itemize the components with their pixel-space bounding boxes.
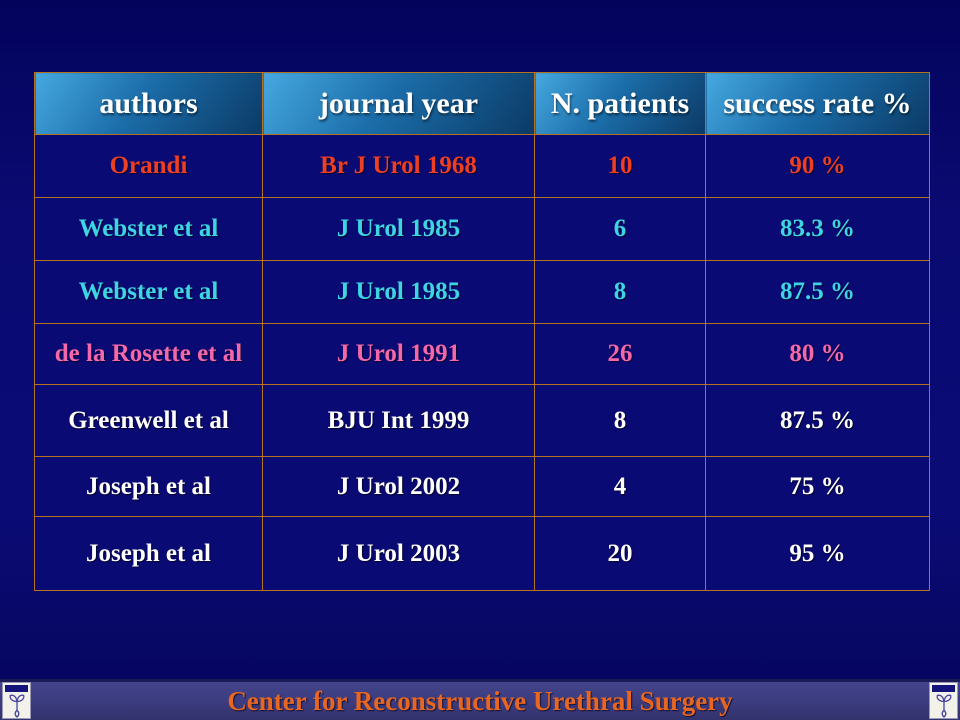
studies-table: authors journal year N. patients success… <box>34 72 930 591</box>
cell-success-rate: 83.3 % <box>705 197 930 261</box>
cell-success-rate: 80 % <box>705 323 930 385</box>
cell-author: Webster et al <box>34 260 263 324</box>
urology-emblem-icon <box>9 694 24 718</box>
table-row: Webster et al J Urol 1985 8 87.5 % <box>34 260 930 324</box>
cell-journal-year: Br J Urol 1968 <box>262 134 535 198</box>
cell-n-patients: 6 <box>534 197 706 261</box>
urology-emblem-icon <box>936 694 951 718</box>
logo-top-band <box>932 685 955 692</box>
column-header-success-rate: success rate % <box>705 72 930 135</box>
cell-success-rate: 87.5 % <box>705 260 930 324</box>
cell-journal-year: J Urol 2002 <box>262 456 535 517</box>
cell-n-patients: 10 <box>534 134 706 198</box>
cell-journal-year: J Urol 1985 <box>262 197 535 261</box>
cell-n-patients: 20 <box>534 516 706 591</box>
table-row: Webster et al J Urol 1985 6 83.3 % <box>34 197 930 261</box>
table-row: Orandi Br J Urol 1968 10 90 % <box>34 134 930 198</box>
center-logo-left <box>2 682 31 719</box>
cell-success-rate: 75 % <box>705 456 930 517</box>
column-header-authors: authors <box>34 72 263 135</box>
cell-author: Webster et al <box>34 197 263 261</box>
table-row: Greenwell et al BJU Int 1999 8 87.5 % <box>34 384 930 457</box>
table-header-row: authors journal year N. patients success… <box>34 72 930 135</box>
cell-journal-year: BJU Int 1999 <box>262 384 535 457</box>
cell-n-patients: 26 <box>534 323 706 385</box>
column-header-n-patients: N. patients <box>534 72 706 135</box>
table-row: Joseph et al J Urol 2002 4 75 % <box>34 456 930 517</box>
cell-n-patients: 8 <box>534 384 706 457</box>
cell-n-patients: 4 <box>534 456 706 517</box>
cell-journal-year: J Urol 1991 <box>262 323 535 385</box>
table-body: Orandi Br J Urol 1968 10 90 % Webster et al J… <box>34 134 930 591</box>
logo-top-band <box>5 685 28 692</box>
footer-band: Center for Reconstructive Urethral Surge… <box>0 679 960 720</box>
cell-success-rate: 95 % <box>705 516 930 591</box>
cell-author: Greenwell et al <box>34 384 263 457</box>
footer-title: Center for Reconstructive Urethral Surge… <box>227 686 733 716</box>
center-logo-right <box>929 682 958 719</box>
cell-success-rate: 90 % <box>705 134 930 198</box>
cell-author: de la Rosette et al <box>34 323 263 385</box>
cell-journal-year: J Urol 1985 <box>262 260 535 324</box>
cell-author: Joseph et al <box>34 516 263 591</box>
cell-author: Orandi <box>34 134 263 198</box>
cell-author: Joseph et al <box>34 456 263 517</box>
cell-success-rate: 87.5 % <box>705 384 930 457</box>
table-row: Joseph et al J Urol 2003 20 95 % <box>34 516 930 591</box>
table-row: de la Rosette et al J Urol 1991 26 80 % <box>34 323 930 385</box>
column-header-journal-year: journal year <box>262 72 535 135</box>
cell-journal-year: J Urol 2003 <box>262 516 535 591</box>
cell-n-patients: 8 <box>534 260 706 324</box>
